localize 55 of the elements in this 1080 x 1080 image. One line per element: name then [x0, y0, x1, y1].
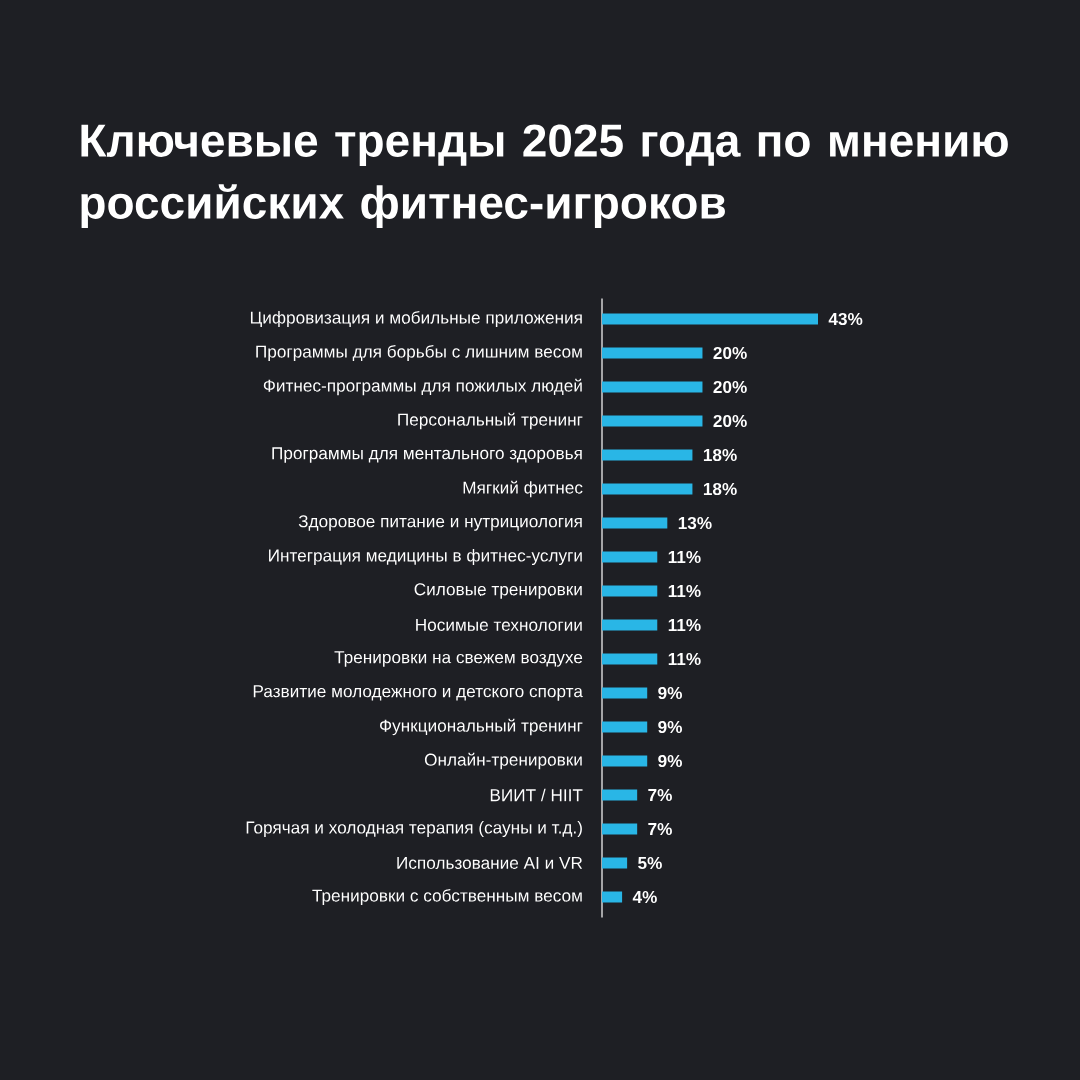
chart-title: Ключевые тренды 2025 года по мнению российских фитнес-игроков — [81, 124, 1008, 229]
bar — [602, 313, 819, 325]
bar — [602, 891, 623, 903]
y-tick-label: Цифровизация и мобильные приложения — [250, 310, 582, 328]
y-tick-label: Здоровое питание и нутрициология — [298, 515, 582, 531]
data-label: 11% — [668, 584, 701, 598]
data-label: 5% — [638, 856, 662, 870]
y-tick-label: Горячая и холодная терапия (сауны и т.д.) — [246, 820, 582, 838]
y-tick-label: Интеграция медицины в фитнес-услуги — [269, 548, 582, 566]
bar — [602, 653, 658, 665]
y-tick-label: Развитие молодежного и детского спорта — [253, 685, 583, 701]
data-label: 20% — [713, 346, 747, 360]
bar — [602, 687, 648, 699]
bar — [602, 347, 703, 359]
y-tick-label: Онлайн-тренировки — [424, 752, 582, 770]
data-label: 7% — [648, 822, 672, 836]
bar — [602, 721, 648, 733]
y-tick-label: Носимые технологии — [416, 619, 582, 631]
data-label: 9% — [658, 720, 683, 734]
data-label: 13% — [678, 516, 712, 530]
data-label: 9% — [658, 686, 683, 700]
y-tick-label: Силовые тренировки — [414, 583, 582, 599]
bar — [602, 857, 628, 869]
data-label: 18% — [703, 448, 737, 462]
bar — [602, 619, 658, 631]
data-label: 20% — [713, 414, 747, 428]
data-label: 4% — [632, 890, 657, 904]
bar — [602, 755, 648, 767]
bar — [602, 823, 638, 835]
y-tick-label: ВИИТ / HIIT — [490, 788, 583, 802]
bar — [602, 483, 693, 495]
bar — [602, 551, 658, 563]
y-tick-label: Персональный тренинг — [398, 412, 583, 430]
bar — [602, 449, 693, 461]
y-tick-label: Функциональный тренинг — [380, 718, 583, 736]
y-tick-label: Программы для ментального здоровья — [272, 447, 582, 463]
y-tick-label: Тренировки с собственным весом — [312, 888, 582, 906]
bar — [602, 415, 703, 427]
y-tick-label: Программы для борьбы с лишним весом — [256, 344, 582, 362]
data-label: 43% — [828, 312, 863, 326]
bar — [602, 585, 658, 597]
data-label: 20% — [713, 380, 747, 394]
data-label: 11% — [668, 550, 701, 564]
y-tick-label: Фитнес-программы для пожилых людей — [263, 378, 582, 396]
data-label: 7% — [648, 788, 672, 802]
data-label: 11% — [668, 618, 701, 632]
data-label: 9% — [658, 754, 683, 768]
data-label: 18% — [703, 482, 737, 496]
y-tick-label: Мягкий фитнес — [463, 480, 583, 498]
y-tick-label: Тренировки на свежем воздухе — [334, 651, 583, 667]
data-label: 11% — [668, 652, 701, 666]
bar — [602, 517, 668, 529]
bar — [602, 381, 703, 393]
y-tick-label: Использование AI и VR — [397, 857, 583, 869]
bar — [602, 789, 638, 801]
